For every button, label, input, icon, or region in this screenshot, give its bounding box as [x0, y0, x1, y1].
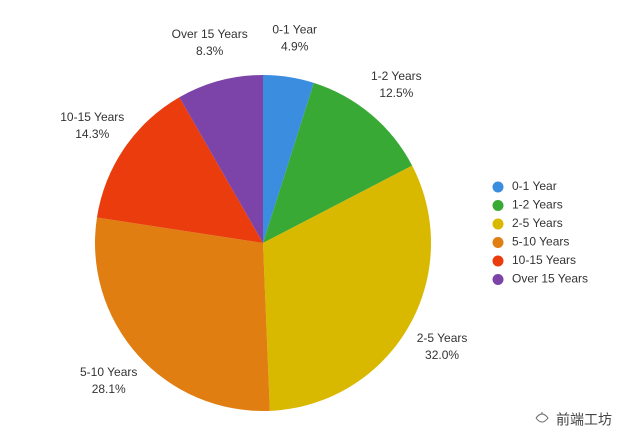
pie: 0-1 Year 4.9% 1-2 Years 12.5% 2-5 Years 32.0%… [60, 23, 468, 412]
slice-value-label: 4.9% [281, 40, 309, 54]
legend-label: 1-2 Years [512, 198, 563, 212]
pie-slice [94, 217, 270, 412]
slice-label: 1-2 Years [371, 69, 422, 83]
legend-marker [492, 274, 504, 285]
legend-label: 5-10 Years [512, 235, 569, 249]
slice-label: 0-1 Year [272, 23, 317, 37]
slice-label: 2-5 Years [417, 331, 468, 345]
legend-marker [492, 181, 504, 193]
slice-value-label: 32.0% [425, 348, 459, 362]
legend-marker [492, 200, 504, 211]
legend-label: 10-15 Years [512, 253, 576, 267]
legend-marker [492, 255, 504, 267]
pie-slice [179, 75, 263, 243]
pie-slice [263, 165, 431, 411]
slice-value-label: 14.3% [75, 127, 109, 141]
legend-label: 2-5 Years [512, 216, 563, 230]
watermark: 前端工坊 [556, 412, 612, 428]
legend-label: Over 15 Years [512, 272, 588, 286]
slice-label: 10-15 Years [60, 110, 124, 124]
pie-slice [263, 82, 413, 243]
pie-slice [263, 75, 314, 243]
legend-label: 0-1 Year [512, 179, 557, 193]
slice-value-label: 28.1% [92, 382, 126, 396]
legend: 0-1 Year 1-2 Years 2-5 Years 5-10 Years 10-1… [492, 179, 588, 286]
slice-label: Over 15 Years [172, 27, 248, 41]
watermark-icon [535, 412, 549, 423]
slice-value-label: 8.3% [196, 44, 224, 58]
slice-label: 5-10 Years [80, 365, 137, 379]
pie-slice [96, 97, 263, 243]
legend-marker [492, 218, 504, 230]
legend-marker [492, 237, 504, 248]
slice-value-label: 12.5% [379, 86, 413, 100]
